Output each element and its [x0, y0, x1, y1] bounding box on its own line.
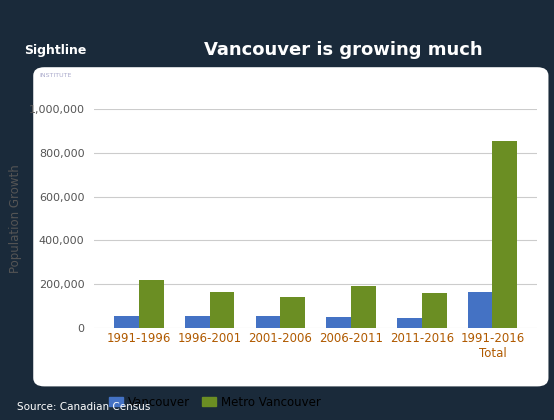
Bar — [185, 316, 210, 328]
Bar — [422, 293, 447, 328]
Text: more slowly than its suburbs.: more slowly than its suburbs. — [193, 88, 494, 105]
Text: INSTITUTE: INSTITUTE — [39, 73, 71, 78]
Bar — [397, 318, 422, 328]
Bar — [114, 315, 139, 328]
Text: Vancouver is growing much: Vancouver is growing much — [204, 42, 483, 59]
Bar — [280, 297, 305, 328]
Bar — [493, 141, 517, 328]
Bar — [210, 292, 234, 328]
Bar — [351, 286, 376, 328]
Legend: Vancouver, Metro Vancouver: Vancouver, Metro Vancouver — [105, 391, 326, 413]
Bar — [326, 317, 351, 328]
Bar — [139, 280, 164, 328]
Bar — [256, 316, 280, 328]
Text: Source: Canadian Census: Source: Canadian Census — [17, 402, 150, 412]
Y-axis label: Population Growth: Population Growth — [8, 164, 22, 273]
Bar — [468, 292, 493, 328]
Text: Sightline: Sightline — [24, 44, 86, 57]
